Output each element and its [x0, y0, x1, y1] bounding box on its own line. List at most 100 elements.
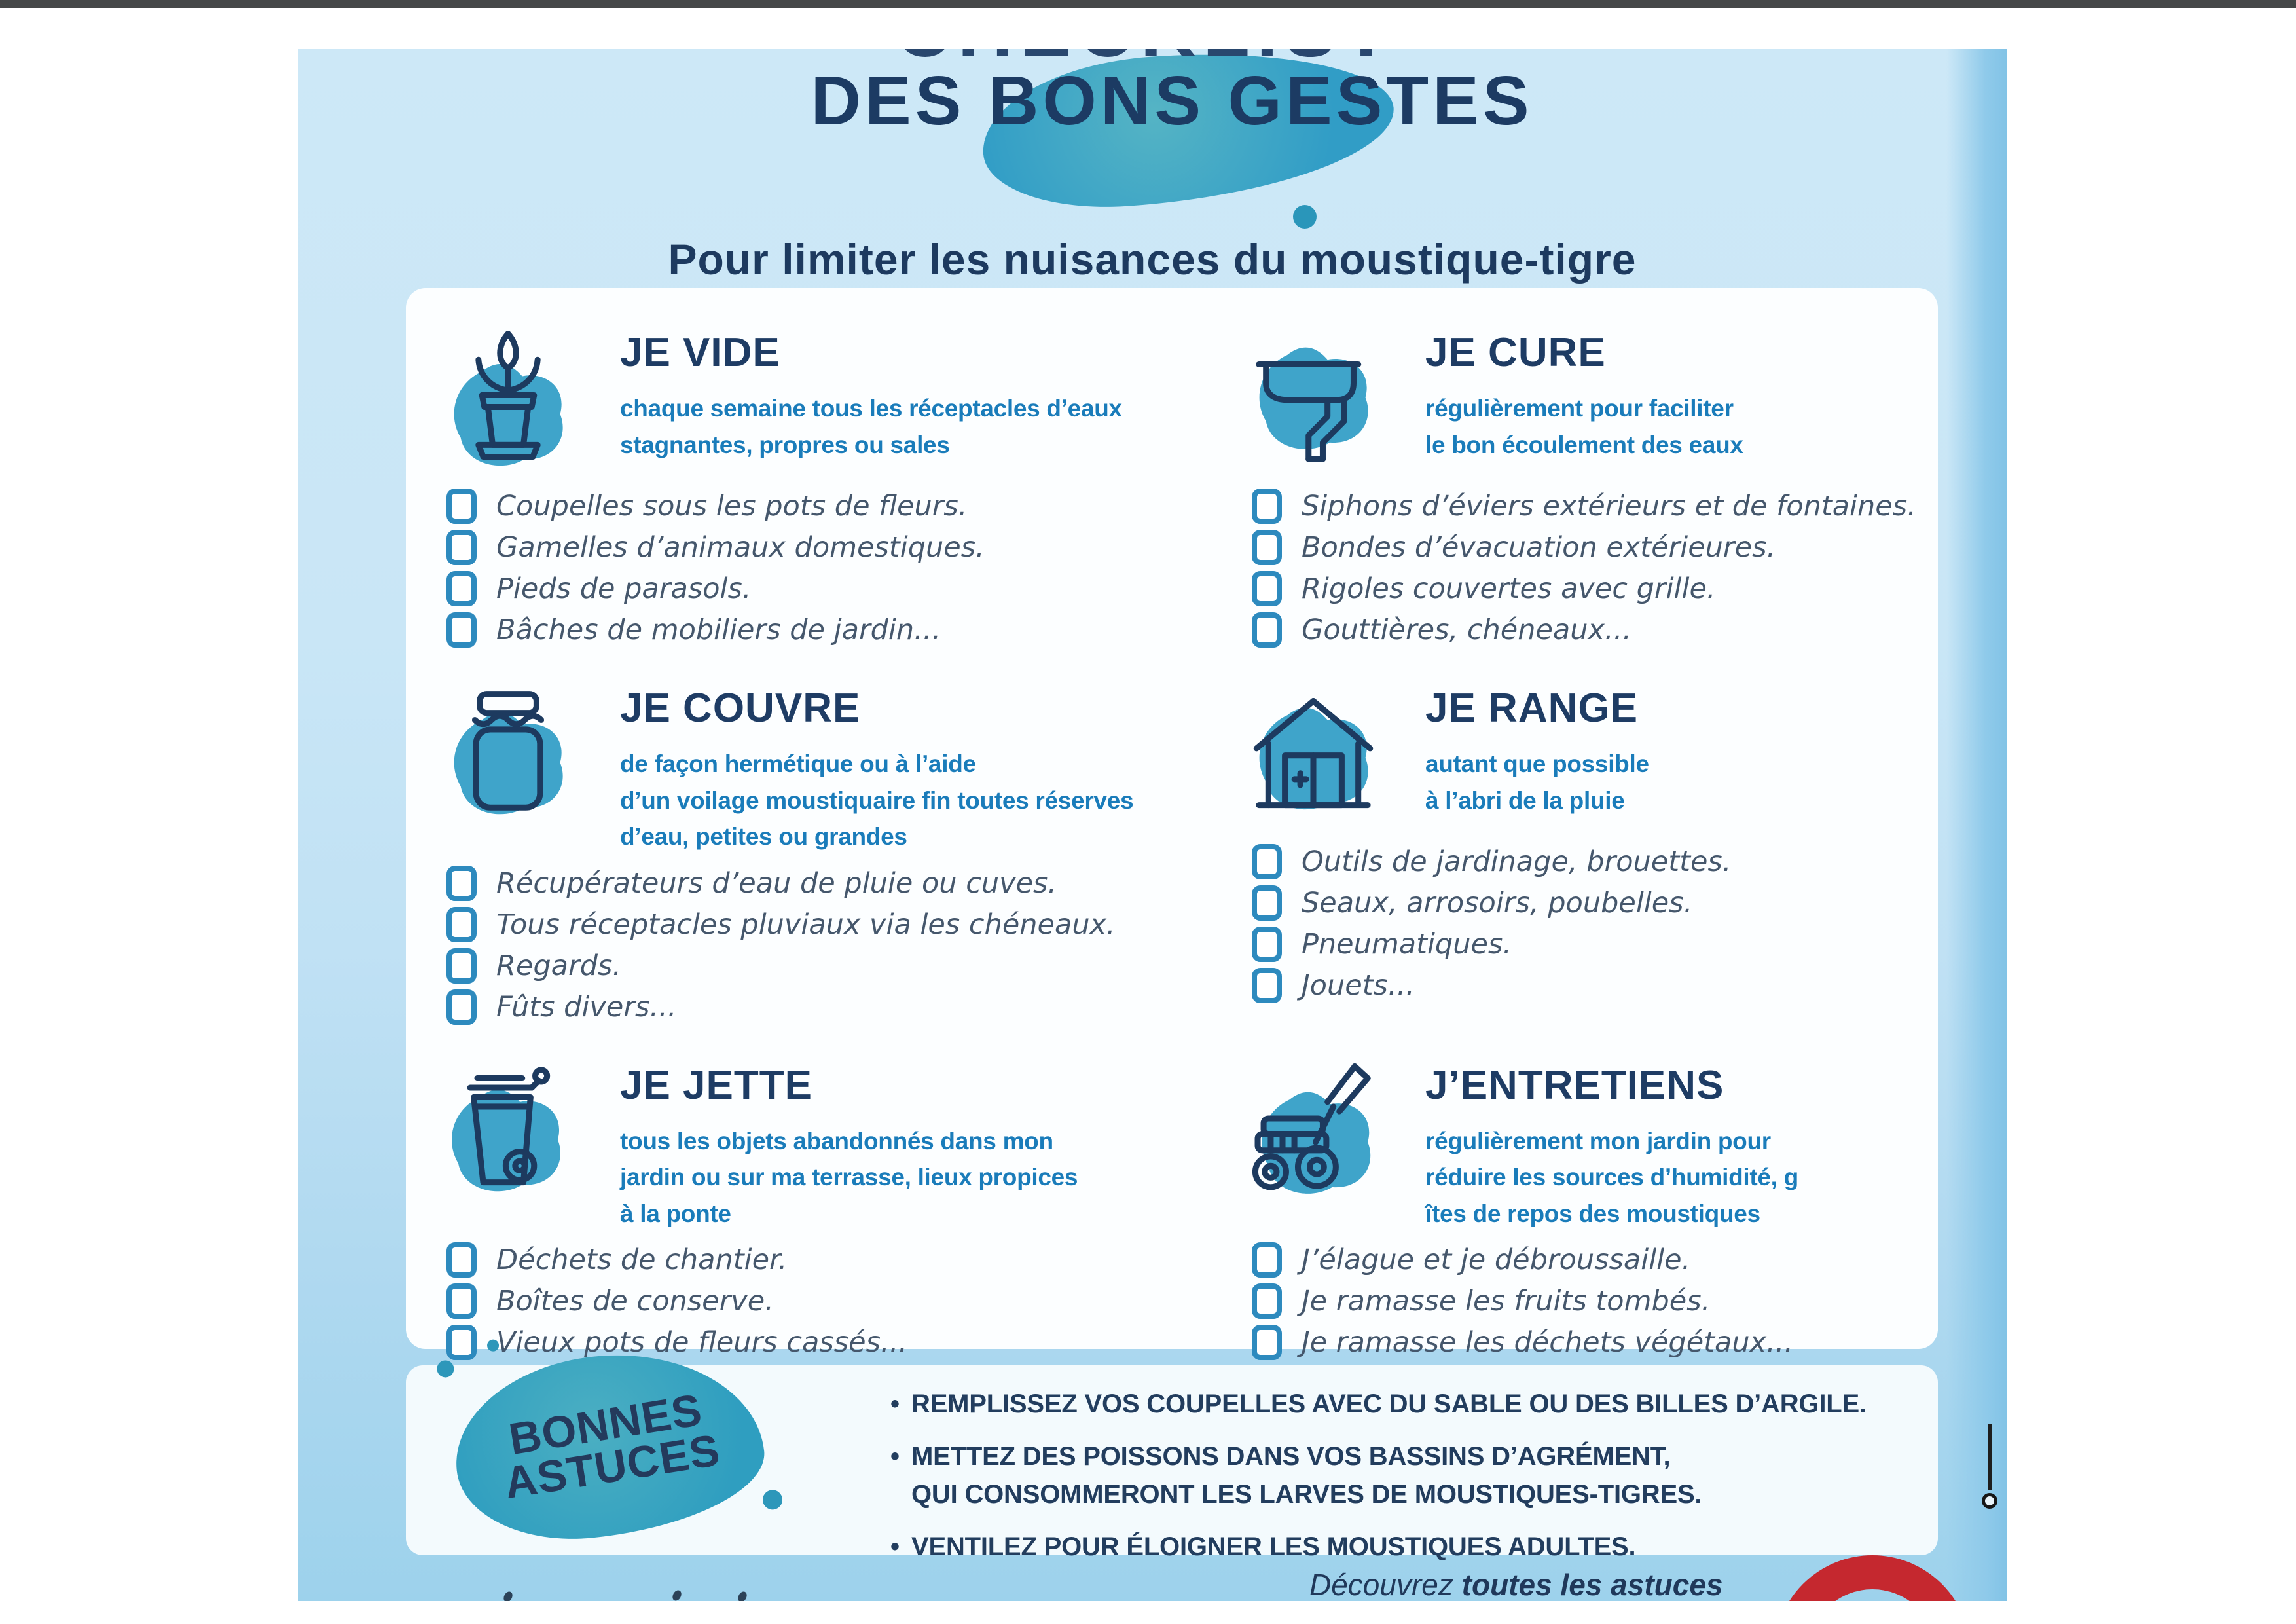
checklist-item-label: Récupérateurs d’eau de pluie ou cuves.	[496, 866, 1057, 900]
section-text: JE VIDE chaque semaine tous les réceptac…	[620, 324, 1122, 463]
checklist-item: Bâches de mobiliers de jardin...	[446, 612, 1205, 648]
tips-list: • REMPLISSEZ VOS COUPELLES AVEC DU SABLE…	[890, 1385, 1867, 1580]
section-text: JE RANGE autant que possible à l’abri de…	[1425, 680, 1649, 819]
checklist-item: Tous réceptacles pluviaux via les chénea…	[446, 906, 1205, 942]
checklist-item: Gamelles d’animaux domestiques.	[446, 530, 1205, 565]
checklist-item-label: Siphons d’éviers extérieurs et de fontai…	[1302, 490, 1916, 523]
checklist-item: Gouttières, chéneaux...	[1252, 612, 1912, 648]
tip-text: METTEZ DES POISSONS DANS VOS BASSINS D’A…	[911, 1442, 1702, 1509]
checkbox-icon	[446, 1242, 477, 1278]
checkbox-icon	[446, 948, 477, 984]
checklist: Outils de jardinage, brouettes. Seaux, a…	[1237, 844, 1912, 1003]
section-j-entretiens: J’ENTRETIENS régulièrement mon jardin po…	[1237, 1057, 1912, 1367]
header-blob-droplet	[1293, 205, 1317, 229]
section-title: JE VIDE	[620, 330, 780, 375]
tip-text: VENTILEZ POUR ÉLOIGNER LES MOUSTIQUES AD…	[911, 1532, 1636, 1561]
checklist-item: Regards.	[446, 948, 1205, 984]
tips-badge: BONNES ASTUCES	[495, 1385, 723, 1508]
droplet-icon	[761, 1488, 784, 1511]
checkbox-icon	[1252, 1242, 1282, 1278]
section-title: JE JETTE	[620, 1062, 812, 1108]
section-text: J’ENTRETIENS régulièrement mon jardin po…	[1425, 1057, 1798, 1232]
checklist-item-label: Gamelles d’animaux domestiques.	[496, 531, 985, 564]
checkbox-icon	[1252, 844, 1282, 879]
checklist-item-label: Pneumatiques.	[1302, 928, 1512, 961]
checklist-item: Bondes d’évacuation extérieures.	[1252, 530, 1912, 565]
gutter-icon	[1256, 347, 1368, 462]
section-description: chaque semaine tous les réceptacles d’ea…	[620, 395, 1122, 458]
checkbox-icon	[1252, 885, 1282, 921]
jar-icon	[432, 680, 584, 834]
checklist-item-label: Je ramasse les fruits tombés.	[1302, 1285, 1711, 1318]
section-title: J’ENTRETIENS	[1425, 1062, 1724, 1108]
trash-bin-icon	[452, 1066, 561, 1191]
shed-icon	[1237, 680, 1389, 834]
checklist-item-label: Rigoles couvertes avec grille.	[1302, 572, 1716, 605]
section-description: régulièrement pour faciliter le bon écou…	[1425, 395, 1743, 458]
tips-strip: BONNES ASTUCES • REMPLISSEZ VOS COUPELLE…	[406, 1338, 1938, 1561]
shed-icon	[1253, 698, 1374, 810]
checklist: Déchets de chantier. Boîtes de conserve.…	[432, 1242, 1205, 1360]
poster-title: DES BONS GESTES	[811, 62, 1533, 139]
checklist-item-label: Outils de jardinage, brouettes.	[1302, 845, 1732, 878]
checklist-item: Pieds de parasols.	[446, 571, 1205, 606]
discover-cta-rest: toutes les astuces	[1453, 1568, 1723, 1601]
discover-cta-prefix: Découvrez	[1309, 1568, 1453, 1601]
section-header: JE VIDE chaque semaine tous les réceptac…	[432, 324, 1205, 478]
section-je-jette: JE JETTE tous les objets abandonnés dans…	[432, 1057, 1205, 1367]
section-title: JE COUVRE	[620, 686, 861, 731]
checkbox-icon	[446, 530, 477, 565]
tips-badge-blob: BONNES ASTUCES	[436, 1338, 784, 1551]
checklist-item: J’élague et je débroussaille.	[1252, 1242, 1912, 1278]
checklist-item: Boîtes de conserve.	[446, 1283, 1205, 1319]
bullet-dot-icon: •	[890, 1442, 900, 1471]
section-header: J’ENTRETIENS régulièrement mon jardin po…	[1237, 1057, 1912, 1232]
checkbox-icon	[1252, 612, 1282, 648]
section-text: JE CURE régulièrement pour faciliter le …	[1425, 324, 1743, 463]
flower-pot-icon	[454, 330, 563, 466]
checkbox-icon	[1252, 530, 1282, 565]
checklist-item: Pneumatiques.	[1252, 927, 1912, 962]
checkbox-icon	[446, 612, 477, 648]
section-je-range: JE RANGE autant que possible à l’abri de…	[1237, 680, 1912, 1031]
checklist-item-label: Fûts divers...	[496, 990, 677, 1024]
section-description: autant que possible à l’abri de la pluie	[1425, 750, 1649, 814]
cut-title-checklist: CHECKLIST	[815, 49, 1476, 66]
checkbox-icon	[446, 865, 477, 901]
checkbox-icon	[446, 1283, 477, 1319]
section-header: JE JETTE tous les objets abandonnés dans…	[432, 1057, 1205, 1232]
checklist-item-label: Coupelles sous les pots de fleurs.	[496, 490, 968, 523]
checklist-item-label: Je ramasse les déchets végétaux...	[1302, 1326, 1794, 1359]
bullet-dot-icon: •	[890, 1532, 900, 1561]
checkbox-icon	[1252, 1325, 1282, 1360]
checklist-item: Fûts divers...	[446, 989, 1205, 1025]
checklist-item-label: Gouttières, chéneaux...	[1302, 614, 1631, 646]
checklist-item-label: J’élague et je débroussaille.	[1302, 1244, 1691, 1276]
sections-grid: JE VIDE chaque semaine tous les réceptac…	[406, 288, 1938, 1392]
checklist-item: Jouets...	[1252, 968, 1912, 1003]
jar-icon	[454, 691, 563, 815]
checklist-panel: JE VIDE chaque semaine tous les réceptac…	[406, 288, 1938, 1360]
checklist: Récupérateurs d’eau de pluie ou cuves. T…	[432, 865, 1205, 1025]
checklist-item: Seaux, arrosoirs, poubelles.	[1252, 885, 1912, 921]
checklist-item: Je ramasse les déchets végétaux...	[1252, 1325, 1912, 1360]
discover-cta: Découvrez toutes les astuces	[1309, 1567, 1723, 1601]
gutter-icon	[1237, 324, 1389, 478]
checklist-item: Siphons d’éviers extérieurs et de fontai…	[1252, 489, 1916, 524]
checklist-item-label: Regards.	[496, 949, 622, 982]
checklist-item-label: Tous réceptacles pluviaux via les chénea…	[496, 908, 1116, 941]
flower-pot-icon	[432, 324, 584, 478]
checklist-item: Vieux pots de fleurs cassés...	[446, 1325, 1205, 1360]
checklist-item: Récupérateurs d’eau de pluie ou cuves.	[446, 865, 1205, 901]
checklist-item-label: Déchets de chantier.	[496, 1244, 788, 1276]
checkbox-icon	[446, 571, 477, 606]
scan-artifact-line	[0, 0, 2296, 8]
checklist-item-label: Bâches de mobiliers de jardin...	[496, 614, 941, 646]
tip-bullet: • VENTILEZ POUR ÉLOIGNER LES MOUSTIQUES …	[890, 1528, 1867, 1566]
trash-bin-icon	[432, 1057, 584, 1211]
poster-subtitle: Pour limiter les nuisances du moustique-…	[668, 235, 1637, 284]
lawn-mower-icon	[1252, 1063, 1371, 1194]
checkbox-icon	[446, 489, 477, 524]
checklist-item-label: Bondes d’évacuation extérieures.	[1302, 531, 1776, 564]
